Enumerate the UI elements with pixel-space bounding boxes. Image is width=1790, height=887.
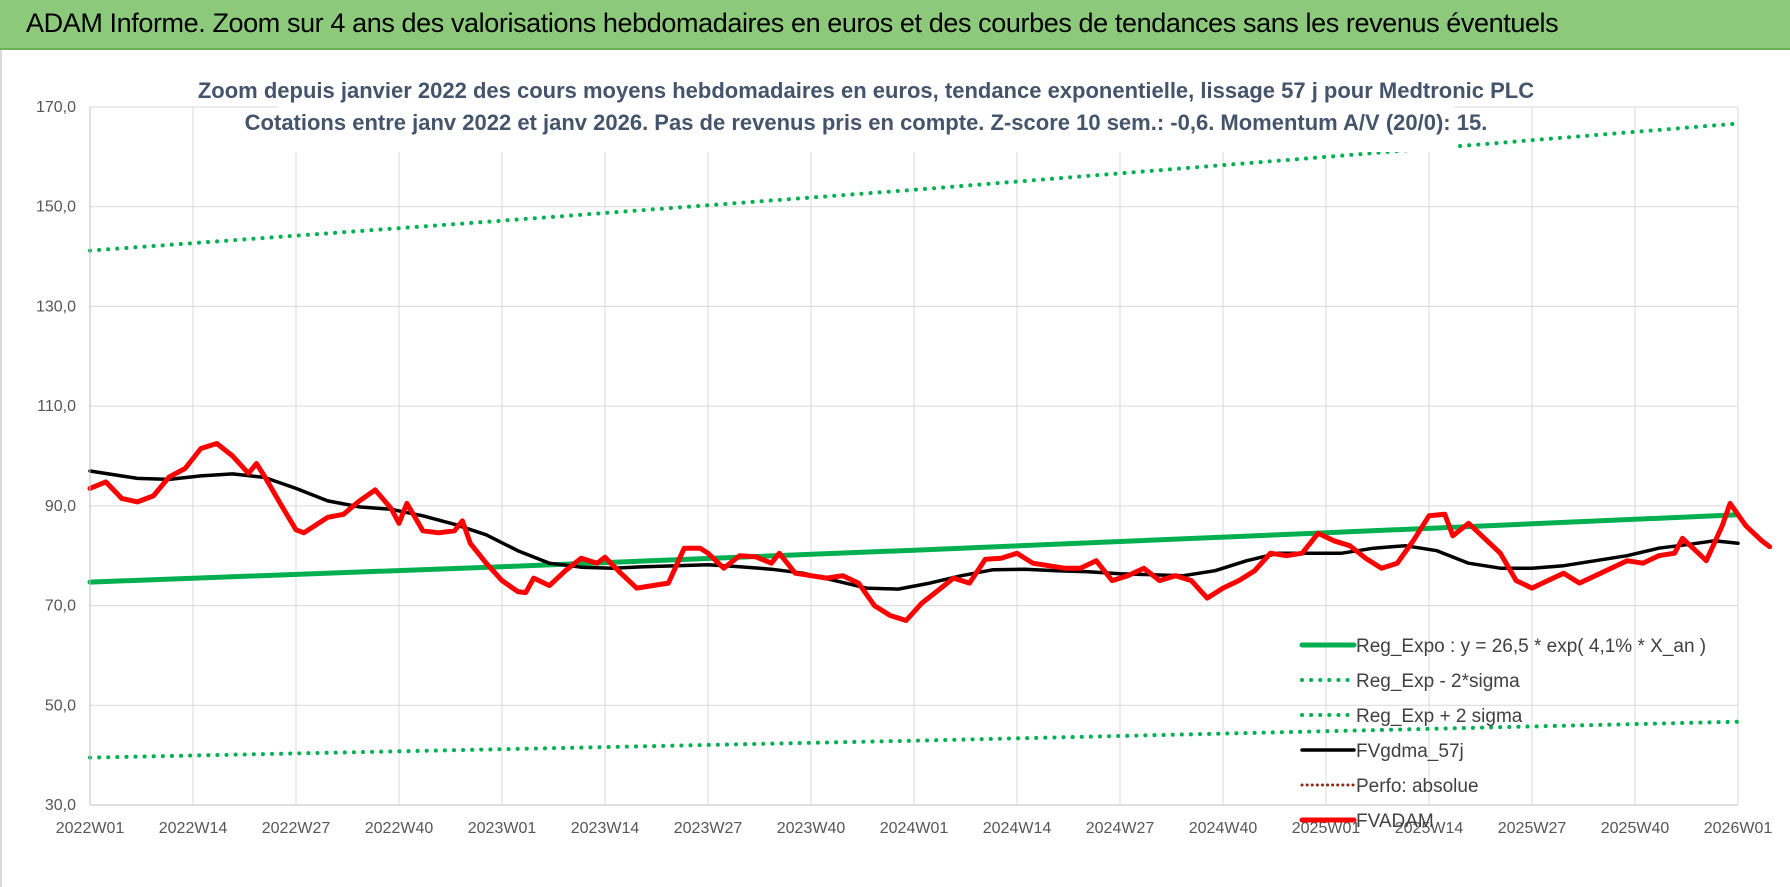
legend-label-reg_upper: Reg_Exp + 2 sigma xyxy=(1356,706,1523,727)
x-tick-label: 2022W40 xyxy=(365,820,434,837)
series-line-fvgdma xyxy=(88,469,1740,591)
x-tick-label: 2026W01 xyxy=(1704,820,1773,837)
y-tick-label: 170,0 xyxy=(36,99,76,116)
x-tick-label: 2024W40 xyxy=(1189,820,1258,837)
legend-label-perfo: Perfo: absolue xyxy=(1356,776,1479,797)
report-title: ADAM Informe. Zoom sur 4 ans des valoris… xyxy=(26,8,1559,38)
series-line-reg_upper xyxy=(88,121,1740,253)
line-chart: Zoom depuis janvier 2022 des cours moyen… xyxy=(36,70,1773,837)
chart-frame: Zoom depuis janvier 2022 des cours moyen… xyxy=(0,50,1790,887)
y-tick-label: 90,0 xyxy=(45,498,76,515)
x-tick-label: 2025W14 xyxy=(1395,820,1464,837)
y-tick-label: 50,0 xyxy=(45,697,76,714)
x-tick-label: 2025W27 xyxy=(1498,820,1567,837)
legend-label-reg_lower: Reg_Exp - 2*sigma xyxy=(1356,671,1520,692)
x-tick-label: 2022W27 xyxy=(262,820,331,837)
grid-lines xyxy=(89,106,1739,806)
axes: 30,0 50,0 70,0 90,0 110,0 130,0 150,0 170,0 2022… xyxy=(36,99,1772,837)
x-tick-label: 2022W14 xyxy=(159,820,228,837)
report-header: ADAM Informe. Zoom sur 4 ans des valoris… xyxy=(0,0,1790,50)
y-tick-label: 70,0 xyxy=(45,598,76,615)
chart-title-background xyxy=(278,70,1454,152)
x-tick-label: 2023W14 xyxy=(571,820,640,837)
x-tick-label: 2024W01 xyxy=(880,820,949,837)
y-tick-label: 110,0 xyxy=(37,398,76,415)
series-line-reg_lower xyxy=(88,719,1740,760)
x-tick-label: 2023W01 xyxy=(468,820,537,837)
y-tick-label: 130,0 xyxy=(36,298,76,315)
chart-title-line2: Cotations entre janv 2022 et janv 2026. … xyxy=(245,110,1488,135)
y-tick-label: 150,0 xyxy=(36,199,76,216)
x-tick-label: 2022W01 xyxy=(56,820,125,837)
y-tick-label: 30,0 xyxy=(45,797,76,814)
legend-label-reg_expo: Reg_Expo : y = 26,5 * exp( 4,1% * X_an ) xyxy=(1356,636,1706,657)
series-line-fvadam xyxy=(87,441,1773,623)
series-group xyxy=(87,121,1773,760)
x-tick-label: 2023W40 xyxy=(777,820,846,837)
x-tick-label: 2023W27 xyxy=(674,820,743,837)
x-tick-label: 2024W14 xyxy=(983,820,1052,837)
chart-title-line1: Zoom depuis janvier 2022 des cours moyen… xyxy=(198,78,1534,103)
legend-label-fvadam: FVADAM xyxy=(1356,811,1434,832)
legend-label-fvgdma: FVgdma_57j xyxy=(1356,741,1464,762)
x-tick-label: 2025W01 xyxy=(1292,820,1361,837)
x-tick-label: 2025W40 xyxy=(1601,820,1670,837)
legend: Reg_Expo : y = 26,5 * exp( 4,1% * X_an )… xyxy=(1299,636,1706,832)
x-tick-label: 2024W27 xyxy=(1086,820,1155,837)
